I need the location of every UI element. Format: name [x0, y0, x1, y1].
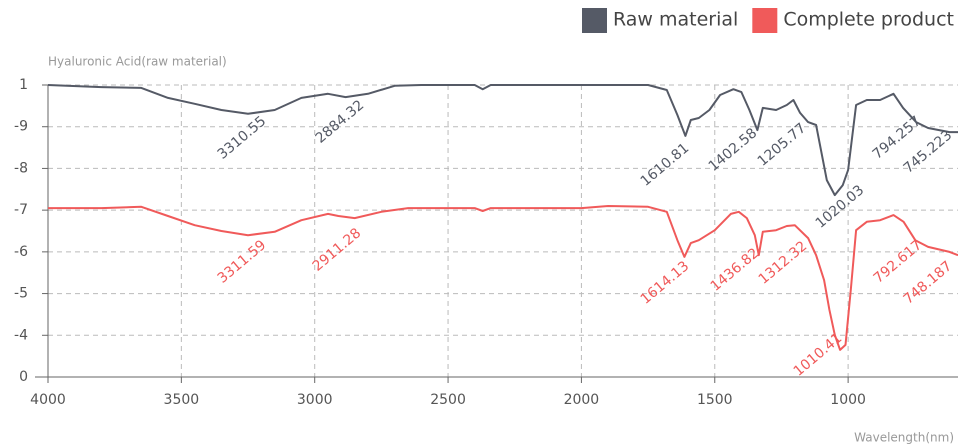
- series-line: [47, 84, 958, 197]
- x-tick-label: 1000: [830, 392, 866, 408]
- y-tick-label: -6: [14, 244, 28, 260]
- peak-label: 1312.32: [756, 238, 811, 287]
- x-tick-label: 3000: [297, 392, 333, 408]
- y-axis-title: Hyaluronic Acid(raw material): [48, 55, 227, 69]
- peak-label: 1205.77: [755, 120, 810, 169]
- x-tick-label: 4000: [30, 392, 66, 408]
- legend-swatch: [582, 8, 607, 33]
- x-axis-title: Wavelength(nm): [854, 431, 954, 445]
- y-tick-label: -8: [14, 160, 28, 176]
- series-line: [48, 205, 958, 351]
- peak-label: 3310.55: [215, 113, 270, 162]
- y-tick-label: -7: [14, 202, 28, 218]
- x-tick-label: 2500: [430, 392, 466, 408]
- peak-label: 792.617: [871, 237, 926, 286]
- peak-label: 2911.28: [310, 225, 365, 274]
- legend-label: Raw material: [613, 9, 738, 31]
- legend-label: Complete product: [783, 9, 954, 31]
- peak-label: 1010.41: [791, 330, 846, 379]
- legend-swatch: [752, 8, 778, 33]
- peak-label: 1402.58: [706, 125, 761, 174]
- y-tick-label: 1: [19, 77, 28, 93]
- peak-label: 1436.82: [708, 245, 763, 294]
- peak-label: 1614.13: [638, 258, 693, 307]
- y-tick-label: -4: [14, 327, 28, 343]
- x-tick-label: 2000: [564, 392, 600, 408]
- x-tick-label: 3500: [164, 392, 200, 408]
- peak-label: 748.187: [901, 258, 956, 307]
- y-tick-label: -5: [14, 286, 28, 302]
- y-tick-label: -9: [14, 119, 28, 135]
- peak-label: 2884.32: [313, 97, 368, 146]
- peak-label: 3311.59: [215, 237, 270, 286]
- y-tick-label: 0: [19, 369, 28, 385]
- x-tick-label: 1500: [697, 392, 733, 408]
- peak-label: 1610.81: [638, 140, 693, 189]
